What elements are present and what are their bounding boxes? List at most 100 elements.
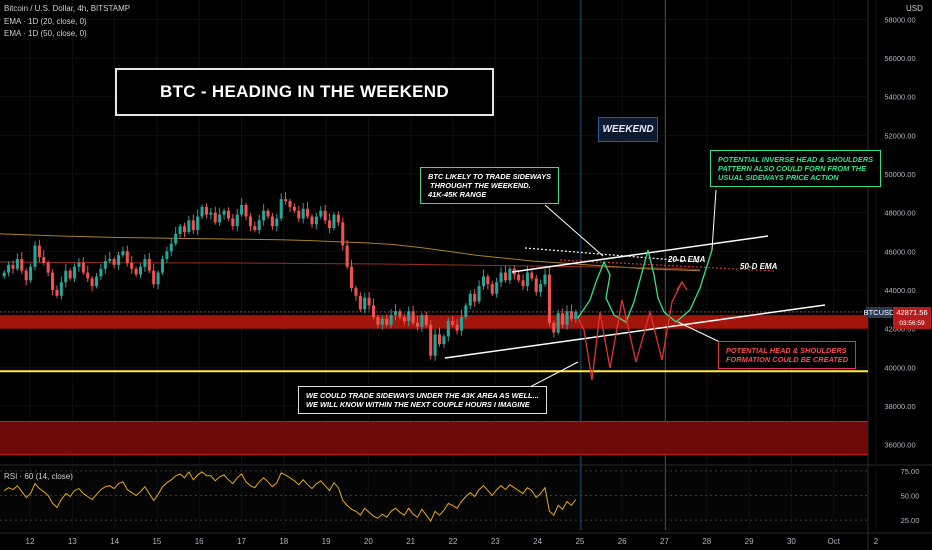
candle-body <box>473 294 476 302</box>
y-tick-label: 40000.00 <box>884 363 915 372</box>
candle-body <box>302 209 305 219</box>
candle-body <box>170 244 173 252</box>
candle-body <box>284 199 287 201</box>
candle-body <box>447 321 450 336</box>
candle-body <box>3 273 6 277</box>
candle-body <box>20 259 23 271</box>
candle-body <box>376 317 379 325</box>
x-tick-label: 19 <box>322 537 331 546</box>
candle-body <box>262 211 265 221</box>
rsi-tick-label: 75.00 <box>901 467 920 476</box>
hs-note: POTENTIAL HEAD & SHOULDERS FORMATION COU… <box>718 341 856 369</box>
candle-body <box>69 271 72 279</box>
candle-body <box>148 259 151 271</box>
candle-body <box>500 273 503 283</box>
y-tick-label: 44000.00 <box>884 286 915 295</box>
candle-body <box>390 315 393 325</box>
symbol-legend[interactable]: Bitcoin / U.S. Dollar, 4h, BITSTAMP <box>4 3 130 14</box>
inverse-hs-line-1: POTENTIAL INVERSE HEAD & SHOULDERS <box>718 155 873 164</box>
symbol-price-tag: BTCUSD <box>866 307 892 318</box>
candle-body <box>557 313 560 332</box>
candle-body <box>398 311 401 317</box>
candle-body <box>135 269 138 275</box>
candle-body <box>434 334 437 355</box>
candle-body <box>469 294 472 306</box>
candle-body <box>574 312 577 319</box>
ema20-legend[interactable]: EMA · 1D (20, close, 0) <box>4 16 87 27</box>
rsi-legend[interactable]: RSI · 60 (14, close) <box>4 471 73 482</box>
candle-body <box>359 296 362 310</box>
candle-body <box>530 273 533 279</box>
candle-body <box>174 234 177 244</box>
candle-body <box>11 265 14 269</box>
x-tick-label: 16 <box>195 537 204 546</box>
candle-body <box>258 220 261 230</box>
candle-body <box>565 311 568 325</box>
sideways-note: BTC LIKELY TO TRADE SIDEWAYS THROUGHT TH… <box>420 167 559 204</box>
candle-body <box>99 269 102 277</box>
candle-body <box>108 259 111 261</box>
candle-body <box>73 267 76 279</box>
candle-body <box>139 267 142 275</box>
candle-body <box>152 271 155 285</box>
rsi-tick-label: 50.00 <box>901 492 920 501</box>
rsi-tick-label: 25.00 <box>901 516 920 525</box>
chart-title-box: BTC - HEADING IN THE WEEKEND <box>115 68 494 116</box>
candle-body <box>535 278 538 292</box>
candle-body <box>385 319 388 325</box>
x-tick-label: 29 <box>745 537 754 546</box>
x-tick-label: 28 <box>702 537 711 546</box>
x-tick-label: 2 <box>874 537 879 546</box>
candle-body <box>363 298 366 310</box>
y-tick-label: 56000.00 <box>884 54 915 63</box>
candle-body <box>196 217 199 231</box>
ema50-label: 50-D EMA <box>740 262 777 271</box>
last-price-tag: 42871.56 <box>893 307 931 318</box>
y-tick-label: 52000.00 <box>884 131 915 140</box>
sideways-note-line-2: THROUGHT THE WEEKEND. <box>428 181 551 190</box>
x-tick-label: 20 <box>364 537 373 546</box>
ema50-legend[interactable]: EMA · 1D (50, close, 0) <box>4 28 87 39</box>
candle-body <box>143 259 146 267</box>
candle-body <box>77 263 80 267</box>
candle-body <box>341 222 344 245</box>
hs-note-line-1: POTENTIAL HEAD & SHOULDERS <box>726 346 848 355</box>
candle-body <box>495 282 498 294</box>
candle-body <box>214 213 217 223</box>
candle-body <box>368 298 371 306</box>
candle-body <box>491 284 494 294</box>
candle-body <box>504 273 507 281</box>
candle-body <box>280 199 283 218</box>
x-tick-label: 12 <box>26 537 35 546</box>
candle-body <box>130 263 133 269</box>
candle-body <box>315 217 318 225</box>
candle-body <box>346 246 349 267</box>
inverse-hs-line-3: USUAL SIDEWAYS PRICE ACTION <box>718 173 873 182</box>
candle-body <box>456 325 459 331</box>
x-tick-label: 24 <box>533 537 542 546</box>
candle-body <box>521 280 524 286</box>
inverse-hs-line-2: PATTERN ALSO COULD FORN FROM THE <box>718 164 873 173</box>
weekend-label: WEEKEND <box>598 117 658 142</box>
candle-body <box>91 278 94 286</box>
candle-body <box>16 259 19 269</box>
x-tick-label: 25 <box>575 537 584 546</box>
x-tick-label: 30 <box>787 537 796 546</box>
candle-body <box>236 215 239 227</box>
candle-body <box>570 311 573 319</box>
candle-body <box>7 265 10 273</box>
candle-body <box>464 305 467 317</box>
y-tick-label: 38000.00 <box>884 402 915 411</box>
candle-body <box>552 323 555 333</box>
y-tick-label: 58000.00 <box>884 15 915 24</box>
candle-body <box>275 218 278 226</box>
candle-body <box>223 211 226 215</box>
candle-body <box>25 271 28 281</box>
chart-title: BTC - HEADING IN THE WEEKEND <box>160 82 449 102</box>
candle-body <box>38 246 41 258</box>
candle-body <box>324 211 327 221</box>
y-tick-label: 36000.00 <box>884 441 915 450</box>
candle-body <box>183 226 186 232</box>
candle-body <box>332 215 335 229</box>
candle-body <box>328 220 331 228</box>
